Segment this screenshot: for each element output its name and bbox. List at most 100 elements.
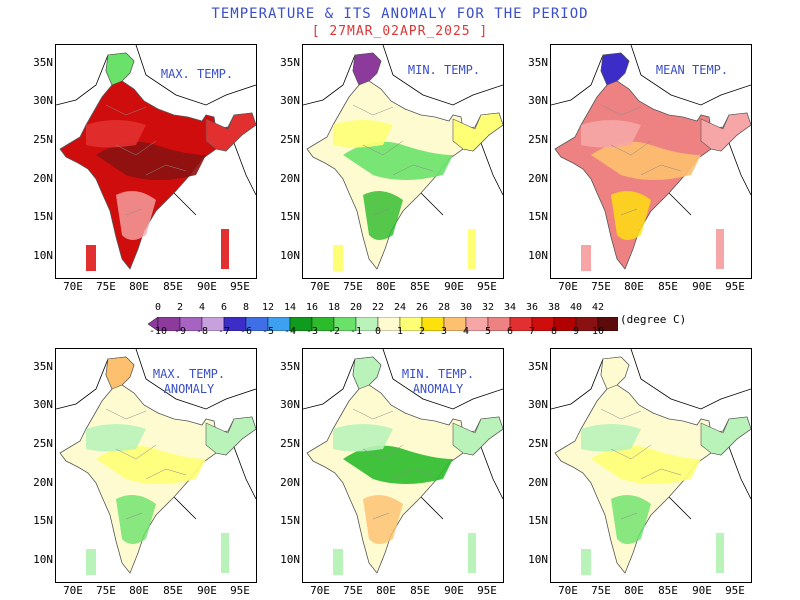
lon-tick-label: 90E: [692, 584, 712, 597]
lat-tick-label: 20N: [280, 476, 300, 489]
colorbar-anomaly-label: -10: [148, 326, 168, 337]
lat-tick-label: 15N: [280, 514, 300, 527]
lat-tick-label: 15N: [528, 514, 548, 527]
lon-tick-label: 95E: [230, 584, 250, 597]
lon-tick-label: 75E: [343, 584, 363, 597]
lat-tick-label: 25N: [528, 133, 548, 146]
lat-tick-label: 30N: [33, 94, 53, 107]
colorbar-anomaly-label: 9: [572, 326, 580, 337]
map-panel-5: MIN. TEMP. ANOMALY: [302, 348, 504, 583]
colorbar-anomaly-label: -6: [239, 326, 253, 337]
colorbar-anomaly-label: -3: [305, 326, 319, 337]
lon-tick-label: 80E: [624, 584, 644, 597]
colorbar-anomaly-label: -5: [261, 326, 275, 337]
lat-tick-label: 25N: [280, 437, 300, 450]
lon-tick-label: 95E: [725, 280, 745, 293]
colorbar-temp-label: 8: [242, 302, 250, 313]
lon-tick-label: 95E: [477, 280, 497, 293]
colorbar-temp-label: 26: [415, 302, 429, 313]
colorbar-temp-label: 16: [305, 302, 319, 313]
lat-tick-label: 30N: [280, 398, 300, 411]
lon-tick-label: 80E: [624, 280, 644, 293]
colorbar-anomaly-label: -8: [195, 326, 209, 337]
lat-tick-label: 15N: [33, 210, 53, 223]
lon-tick-label: 80E: [376, 280, 396, 293]
lon-tick-label: 70E: [310, 280, 330, 293]
map-panel-3: MEAN TEMP.: [550, 44, 752, 279]
colorbar-temp-label: 36: [525, 302, 539, 313]
colorbar-temp-label: 38: [547, 302, 561, 313]
colorbar-anomaly-label: 6: [506, 326, 514, 337]
lat-tick-label: 20N: [33, 172, 53, 185]
lat-tick-label: 35N: [33, 360, 53, 373]
india-map: [56, 45, 256, 271]
lon-tick-label: 80E: [129, 280, 149, 293]
colorbar-anomaly-label: -9: [173, 326, 187, 337]
panel-label: MEAN TEMP.: [655, 63, 729, 77]
panel-label: MAX. TEMP.: [160, 67, 234, 81]
lat-tick-label: 10N: [528, 249, 548, 262]
colorbar-anomaly-label: -7: [217, 326, 231, 337]
lon-tick-label: 95E: [477, 584, 497, 597]
colorbar-anomaly-label: 8: [550, 326, 558, 337]
india-map: [56, 349, 256, 575]
lat-tick-label: 10N: [280, 249, 300, 262]
lon-tick-label: 75E: [343, 280, 363, 293]
colorbar-temp-label: 2: [176, 302, 184, 313]
lat-tick-label: 10N: [280, 553, 300, 566]
lat-tick-label: 35N: [280, 56, 300, 69]
lon-tick-label: 90E: [444, 584, 464, 597]
lat-tick-label: 10N: [33, 249, 53, 262]
colorbar-anomaly-label: -2: [327, 326, 341, 337]
colorbar-temp-label: 40: [569, 302, 583, 313]
lon-tick-label: 85E: [658, 584, 678, 597]
colorbar-anomaly-label: 5: [484, 326, 492, 337]
lat-tick-label: 20N: [528, 172, 548, 185]
colorbar-anomaly-label: 2: [418, 326, 426, 337]
lon-tick-label: 75E: [96, 584, 116, 597]
colorbar-unit: (degree C): [620, 313, 687, 326]
colorbar-temp-label: 18: [327, 302, 341, 313]
map-panel-4: MAX. TEMP. ANOMALY: [55, 348, 257, 583]
lon-tick-label: 75E: [96, 280, 116, 293]
lon-tick-label: 90E: [197, 584, 217, 597]
colorbar-temp-label: 20: [349, 302, 363, 313]
colorbar-temp-label: 24: [393, 302, 407, 313]
map-panel-6: [550, 348, 752, 583]
india-map: [303, 45, 503, 271]
figure-subtitle: [ 27MAR_02APR_2025 ]: [311, 24, 489, 39]
map-panel-1: MAX. TEMP.: [55, 44, 257, 279]
lon-tick-label: 85E: [163, 584, 183, 597]
lat-tick-label: 35N: [280, 360, 300, 373]
lon-tick-label: 95E: [230, 280, 250, 293]
panel-label: MIN. TEMP. ANOMALY: [401, 367, 475, 396]
lat-tick-label: 30N: [528, 94, 548, 107]
lon-tick-label: 75E: [591, 584, 611, 597]
lon-tick-label: 85E: [410, 584, 430, 597]
lon-tick-label: 85E: [658, 280, 678, 293]
lon-tick-label: 70E: [63, 280, 83, 293]
lon-tick-label: 85E: [410, 280, 430, 293]
lon-tick-label: 70E: [558, 584, 578, 597]
colorbar-anomaly-label: -4: [283, 326, 297, 337]
india-map: [303, 349, 503, 575]
colorbar-temp-label: 22: [371, 302, 385, 313]
colorbar-anomaly-label: 4: [462, 326, 470, 337]
colorbar-temp-label: 28: [437, 302, 451, 313]
colorbar-anomaly-label: 0: [374, 326, 382, 337]
colorbar-temp-label: 34: [503, 302, 517, 313]
lon-tick-label: 90E: [197, 280, 217, 293]
lat-tick-label: 30N: [280, 94, 300, 107]
india-map: [551, 349, 751, 575]
lon-tick-label: 70E: [558, 280, 578, 293]
lat-tick-label: 30N: [33, 398, 53, 411]
colorbar-temp-label: 0: [154, 302, 162, 313]
figure-title: TEMPERATURE & ITS ANOMALY FOR THE PERIOD: [211, 6, 589, 22]
lat-tick-label: 20N: [528, 476, 548, 489]
lon-tick-label: 80E: [376, 584, 396, 597]
colorbar-temp-label: 14: [283, 302, 297, 313]
india-map: [551, 45, 751, 271]
colorbar-temp-label: 30: [459, 302, 473, 313]
lon-tick-label: 75E: [591, 280, 611, 293]
colorbar-anomaly-label: 10: [591, 326, 605, 337]
